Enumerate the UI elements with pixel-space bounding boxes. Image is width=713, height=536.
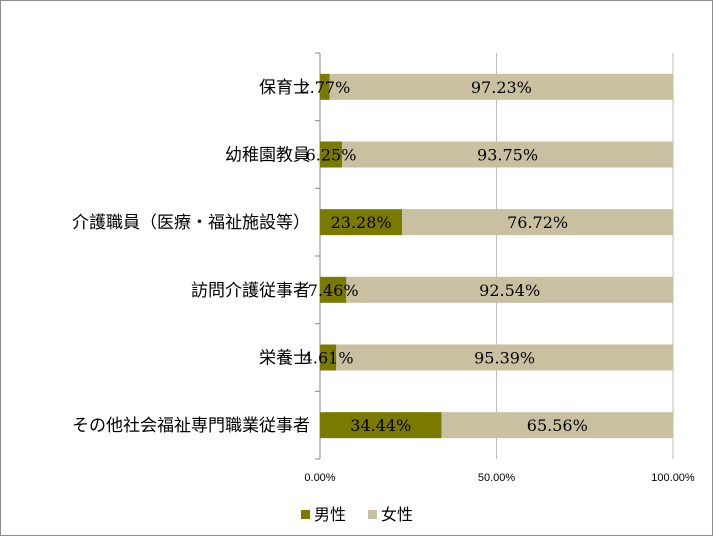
bar-female-0	[329, 73, 673, 100]
category-label-3: 訪問介護従事者	[191, 281, 310, 301]
data-label-male-5: 34.44%	[350, 416, 411, 435]
bar-male-4	[320, 344, 337, 371]
data-label-male-4: 4.61%	[303, 349, 354, 368]
data-label-female-0: 97.23%	[471, 78, 532, 97]
category-label-0: 保育士	[259, 78, 310, 98]
legend-label-male: 男性	[314, 505, 346, 524]
data-label-male-2: 23.28%	[331, 213, 392, 232]
bar-female-2	[402, 209, 673, 236]
bar-female-4	[336, 344, 673, 371]
bar-female-3	[346, 276, 673, 303]
data-label-female-2: 76.72%	[507, 213, 568, 232]
legend-swatch-male	[301, 510, 310, 519]
category-label-5: その他社会福祉専門職業従事者	[72, 416, 310, 436]
bar-male-1	[320, 141, 343, 168]
bar-male-0	[320, 73, 330, 100]
data-label-female-3: 92.54%	[479, 281, 540, 300]
data-label-male-1: 6.25%	[306, 146, 357, 165]
x-tick-label-0: 0.00%	[304, 472, 335, 484]
bar-male-3	[320, 276, 347, 303]
category-label-2: 介護職員（医療・福祉施設等）	[72, 213, 310, 233]
legend-swatch-female	[368, 510, 377, 519]
bar-male-5	[320, 412, 442, 439]
data-label-male-3: 7.46%	[308, 281, 359, 300]
data-label-female-5: 65.56%	[527, 416, 588, 435]
bar-female-1	[342, 141, 673, 168]
x-tick-label-1: 50.00%	[478, 472, 516, 484]
category-label-1: 幼稚園教員	[225, 146, 310, 166]
data-label-female-4: 95.39%	[474, 349, 535, 368]
x-tick-label-2: 100.00%	[651, 472, 695, 484]
category-label-4: 栄養士	[259, 349, 310, 369]
data-label-male-0: 2.77%	[299, 78, 350, 97]
legend-label-female: 女性	[381, 505, 413, 524]
bar-female-5	[441, 412, 673, 439]
bar-male-2	[320, 209, 403, 236]
data-label-female-1: 93.75%	[477, 146, 538, 165]
